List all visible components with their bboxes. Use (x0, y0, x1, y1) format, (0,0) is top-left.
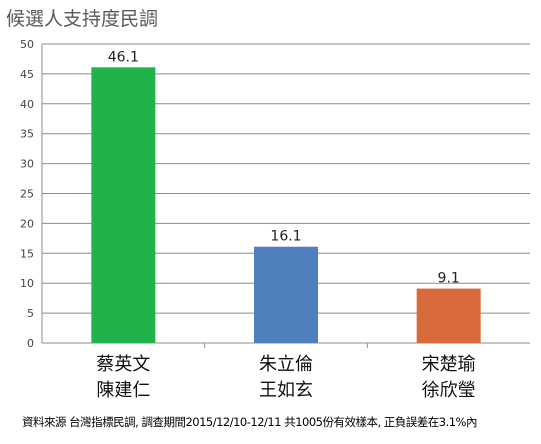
x-category-label: 朱立倫 (259, 354, 313, 375)
y-tick-label: 45 (20, 68, 34, 81)
bars (91, 67, 481, 344)
bar (416, 288, 481, 343)
y-tick-label: 10 (20, 277, 34, 290)
data-label: 16.1 (270, 229, 301, 245)
y-tick-label: 20 (20, 217, 34, 230)
y-tick-label: 30 (20, 158, 34, 171)
x-category-label: 王如玄 (259, 380, 313, 401)
x-category-label: 陳建仁 (96, 380, 150, 401)
y-tick-label: 25 (20, 188, 34, 201)
data-label: 46.1 (108, 49, 139, 65)
y-tick-label: 15 (20, 247, 34, 260)
y-tick-label: 40 (20, 98, 34, 111)
y-tick-label: 35 (20, 128, 34, 141)
x-category-label: 宋楚瑜 (422, 354, 476, 375)
x-category-label: 徐欣瑩 (422, 380, 476, 401)
y-tick-label: 50 (20, 38, 34, 51)
chart-title: 候選人支持度民調 (6, 8, 159, 30)
y-tick-label: 0 (27, 337, 34, 350)
x-category-label: 蔡英文 (96, 354, 150, 375)
bar (254, 246, 318, 343)
source-note: 資料來源 台灣指標民調, 調查期間2015/12/10-12/11 共1005份… (22, 415, 478, 429)
y-tick-label: 5 (27, 307, 34, 320)
bar (91, 67, 156, 344)
data-label: 9.1 (438, 271, 460, 287)
